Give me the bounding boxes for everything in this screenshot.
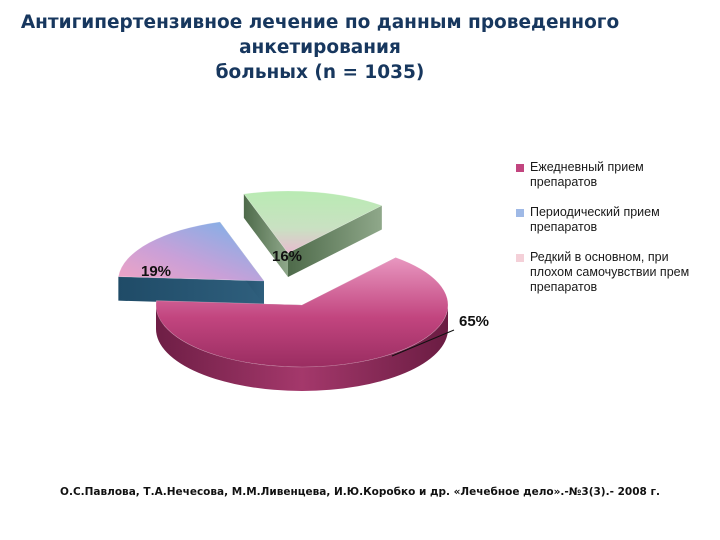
legend-label-daily: Ежедневный прием препаратов <box>530 160 644 189</box>
chart-legend: Ежедневный прием препаратов Периодически… <box>516 160 716 310</box>
legend-label-rare: Редкий в основном, при плохом самочувств… <box>530 250 690 294</box>
slice-daily-edge <box>156 305 448 391</box>
legend-item-daily: Ежедневный прием препаратов <box>516 160 716 190</box>
legend-swatch-daily <box>516 164 524 172</box>
title-line-1: Антигипертензивное лечение по данным про… <box>20 12 620 33</box>
slice-periodic-wall-0 <box>118 276 264 305</box>
leader-line <box>391 329 455 357</box>
legend-item-periodic: Периодический прием препаратов <box>516 205 716 235</box>
legend-swatch-periodic <box>516 209 524 217</box>
legend-swatch-rare <box>516 254 524 262</box>
legend-label-periodic: Периодический прием препаратов <box>530 205 660 234</box>
data-label-2: 16% <box>272 248 302 265</box>
chart-title: Антигипертензивное лечение по данным про… <box>0 10 640 85</box>
title-line-3: больных (n = 1035) <box>215 62 425 83</box>
slice-rare-wall-0 <box>243 193 288 277</box>
slice-rare-top <box>243 190 383 254</box>
title-line-2: анкетирования <box>239 37 401 58</box>
slice-rare-wall-1 <box>288 205 382 277</box>
legend-item-rare: Редкий в основном, при плохом самочувств… <box>516 250 716 295</box>
data-label-1: 19% <box>141 263 171 280</box>
slice-periodic-top <box>118 221 265 282</box>
slice-daily-top <box>155 257 449 368</box>
data-label-0: 65% <box>459 313 489 330</box>
source-citation: О.С.Павлова, Т.А.Нечесова, М.М.Ливенцева… <box>60 486 660 498</box>
